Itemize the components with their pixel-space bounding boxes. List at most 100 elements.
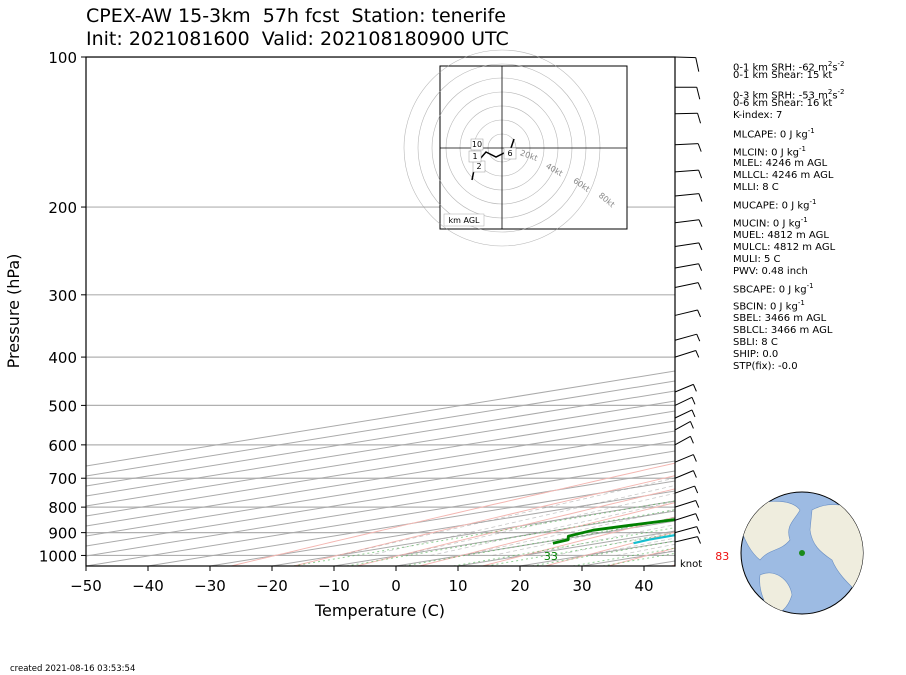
- y-tick-label: 800: [48, 499, 77, 517]
- wind-barb: [674, 143, 699, 146]
- wind-barb-flag: [697, 309, 702, 318]
- isotherm: [147, 480, 675, 566]
- index-line: SBCIN: 0 J kg-1: [733, 297, 805, 313]
- wind-barb-flag: [691, 409, 696, 418]
- index-text: MLLI: 8 C: [733, 182, 779, 193]
- x-tick-label: 0: [391, 577, 401, 595]
- x-tick-label: −30: [194, 577, 226, 595]
- isotherm: [86, 450, 675, 547]
- index-line: MLCAPE: 0 J kg-1: [733, 125, 815, 141]
- hodograph-height-label: 2: [476, 162, 481, 171]
- index-superscript: -1: [800, 216, 808, 224]
- index-text: SBCIN: 0 J kg: [733, 301, 798, 313]
- hodograph-unit-box: [443, 213, 485, 227]
- hodograph-frame: [439, 65, 628, 230]
- wind-barb-flag: [698, 219, 703, 227]
- index-line: STP(fix): -0.0: [733, 361, 798, 373]
- wind-barb: [674, 282, 699, 288]
- index-text: MUCIN: 0 J kg: [733, 218, 801, 230]
- index-line: 0-1 km Shear: 15 kt: [733, 70, 832, 82]
- index-text: MUCAPE: 0 J kg: [733, 200, 810, 212]
- wind-barb: [674, 435, 691, 446]
- wind-barb: [674, 420, 691, 431]
- index-line: 0-1 km SRH: -62 m2s-2: [733, 58, 845, 74]
- wind-barb-flag: [698, 242, 703, 251]
- wind-barb-flag: [695, 500, 700, 508]
- wind-barb: [674, 169, 699, 173]
- surface-dewpoint-label: 33: [544, 550, 558, 563]
- wind-barb: [674, 263, 699, 269]
- index-text: 0-6 km Shear: 16 kt: [733, 98, 833, 109]
- wind-barb-flag: [697, 282, 702, 290]
- index-text: STP(fix): -0.0: [733, 361, 798, 372]
- wind-barb: [674, 309, 698, 316]
- index-text: MLCIN: 0 J kg: [733, 147, 799, 159]
- wind-barb: [674, 409, 693, 419]
- y-tick-label: 400: [48, 349, 77, 367]
- index-superscript: -1: [798, 145, 806, 153]
- isotherm: [86, 390, 675, 487]
- x-tick-label: −20: [256, 577, 288, 595]
- isotherm: [86, 410, 675, 507]
- index-line: MLCIN: 0 J kg-1: [733, 143, 806, 159]
- hodograph-height-label: 6: [507, 149, 512, 158]
- index-text: SBCAPE: 0 J kg: [733, 284, 807, 296]
- index-text-tail: s: [832, 62, 838, 74]
- index-line: MLLI: 8 C: [733, 182, 779, 194]
- dry-adiabat: [482, 516, 675, 566]
- mixing-ratio-line: [293, 500, 675, 566]
- index-line: MUCAPE: 0 J kg-1: [733, 196, 816, 212]
- index-text: 0-1 km Shear: 15 kt: [733, 70, 833, 81]
- index-line: PWV: 0.48 inch: [733, 266, 808, 278]
- index-text: 0-3 km SRH: -53 m: [733, 90, 828, 102]
- plot-frame: [85, 56, 676, 567]
- y-tick-label: 600: [48, 437, 77, 455]
- hodograph-height-box: [503, 147, 517, 160]
- wind-barb-flag: [697, 113, 702, 124]
- wind-barb-flag: [689, 436, 694, 444]
- index-text: K-index: 7: [733, 110, 783, 121]
- wind-barb: [674, 383, 694, 393]
- index-text: MULCL: 4812 m AGL: [733, 242, 836, 253]
- chart-subtitle: Init: 2021081600 Valid: 202108180900 UTC: [86, 28, 509, 50]
- index-text-tail: s: [832, 90, 838, 102]
- x-tick-label: 10: [448, 577, 467, 595]
- hodograph-unit-label: km AGL: [449, 216, 481, 225]
- index-text: MLLCL: 4246 m AGL: [733, 170, 834, 181]
- index-text: MLCAPE: 0 J kg: [733, 129, 808, 141]
- index-line: MULCL: 4812 m AGL: [733, 242, 835, 254]
- wind-barb-flag: [698, 169, 703, 179]
- index-line: MUCIN: 0 J kg-1: [733, 214, 808, 230]
- y-axis-label: Pressure (hPa): [4, 254, 23, 369]
- x-tick-label: −10: [318, 577, 350, 595]
- chart-title: CPEX-AW 15-3km 57h fcst Station: tenerif…: [86, 5, 506, 27]
- y-tick-label: 500: [48, 397, 77, 415]
- wind-barb: [674, 396, 693, 406]
- index-line: MLLCL: 4246 m AGL: [733, 170, 833, 182]
- dry-adiabat: [860, 57, 906, 566]
- index-text: MLEL: 4246 m AGL: [733, 158, 828, 169]
- wind-barb: [674, 526, 697, 534]
- x-tick-label: −50: [70, 577, 102, 595]
- location-globe: [740, 491, 864, 615]
- moist-adiabat: [492, 516, 675, 556]
- index-text: MUEL: 4812 m AGL: [733, 230, 829, 241]
- moist-adiabat: [554, 531, 675, 556]
- wind-barb-flag: [695, 513, 700, 521]
- wind-barb-flag: [697, 143, 702, 152]
- index-superscript: -1: [797, 299, 805, 307]
- y-tick-label: 200: [48, 199, 77, 217]
- created-timestamp: created 2021-08-16 03:53:54: [10, 664, 136, 674]
- y-tick-label: 100: [48, 49, 77, 67]
- y-tick-label: 1000: [39, 547, 77, 565]
- index-line: 0-3 km SRH: -53 m2s-2: [733, 86, 845, 102]
- wind-barb: [674, 470, 694, 479]
- wind-barb: [674, 333, 697, 341]
- hodograph-height-box: [470, 138, 484, 151]
- wind-barb-flag: [696, 526, 701, 534]
- index-superscript: 2: [827, 88, 833, 96]
- wind-barb-flag: [698, 263, 703, 271]
- profile-series: [552, 518, 675, 545]
